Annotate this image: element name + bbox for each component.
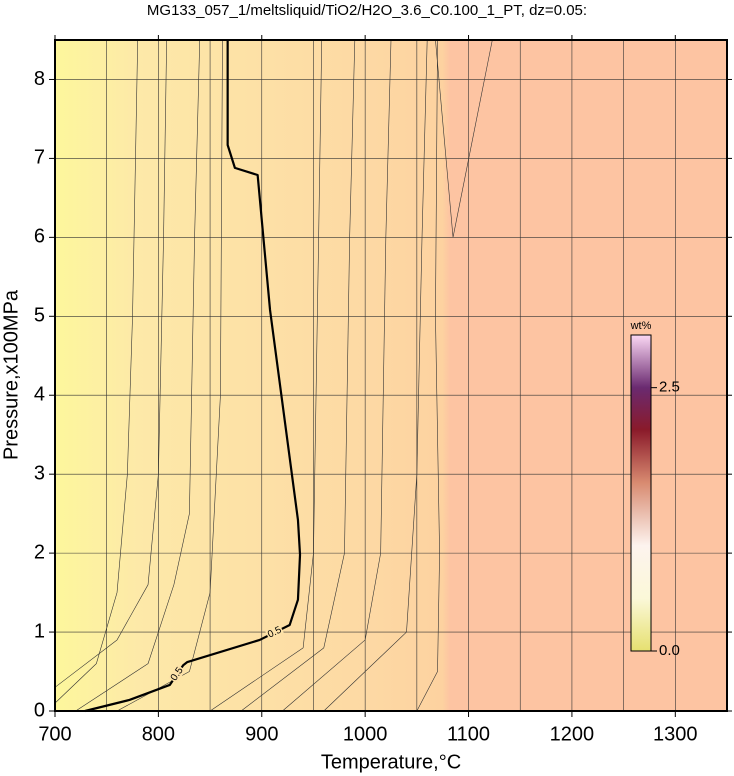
y-tick-label: 7	[34, 147, 45, 169]
x-tick-label: 1100	[447, 723, 490, 745]
x-tick-label: 1000	[343, 723, 388, 745]
contour-line	[209, 39, 323, 712]
contour-label-bg	[265, 624, 285, 641]
plot-fill	[55, 40, 727, 711]
contour-line	[116, 39, 223, 712]
y-tick-label: 6	[34, 226, 45, 248]
x-tick-label: 700	[38, 723, 71, 745]
x-tick-label: 800	[142, 723, 175, 745]
colorbar	[630, 334, 652, 652]
chart-title: MG133_057_1/meltsliquid/TiO2/H2O_3.6_C0.…	[147, 2, 587, 19]
colorbar-tick-label: 2.5	[659, 379, 680, 396]
x-tick-label: 1300	[653, 723, 698, 745]
y-tick-label: 3	[34, 462, 45, 484]
contour-line	[323, 39, 428, 712]
contour-line	[54, 39, 167, 688]
y-tick-label: 0	[34, 699, 45, 721]
contour-line	[416, 39, 440, 712]
y-tick-label: 1	[34, 620, 45, 642]
y-axis-title: Pressure,x100MPa	[0, 289, 22, 460]
contour-label-bg	[168, 664, 186, 684]
y-tick-label: 5	[34, 305, 45, 327]
contour-line	[54, 39, 139, 704]
contour-line	[435, 39, 493, 238]
x-tick-label: 1200	[550, 723, 595, 745]
x-tick-label: 900	[245, 723, 278, 745]
contour-line	[282, 39, 392, 712]
colorbar-tick-label: 0.0	[659, 642, 680, 659]
y-tick-label: 8	[34, 68, 45, 90]
y-tick-label: 2	[34, 541, 45, 563]
contour-line	[75, 39, 201, 712]
contour-line	[240, 39, 356, 712]
y-tick-label: 4	[34, 384, 45, 406]
colorbar-title: wt%	[630, 320, 652, 332]
plot-frame	[54, 39, 728, 712]
x-axis-title: Temperature,°C	[321, 751, 461, 773]
